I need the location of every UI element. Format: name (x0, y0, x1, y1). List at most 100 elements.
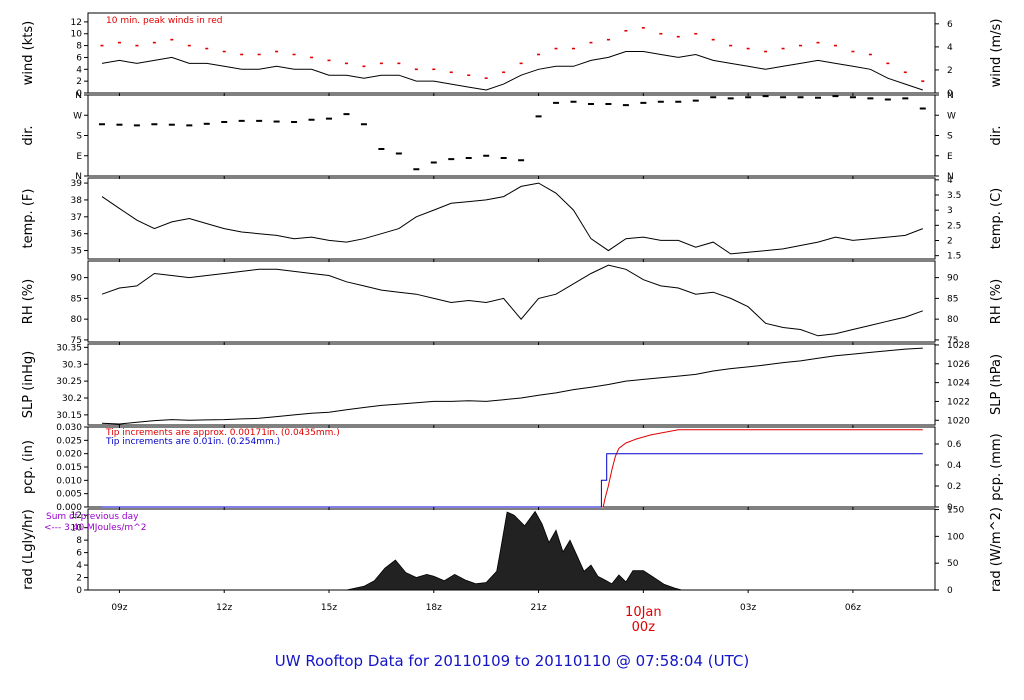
rad-ytick-label: 8 (76, 536, 82, 546)
peak-wind-marker (100, 44, 104, 47)
wind-ytick-label: 8 (76, 42, 82, 52)
peak-wind-marker (502, 71, 506, 74)
dir-point (413, 168, 420, 171)
x-tick-label: 18z (426, 603, 442, 613)
pcp-ytick-right-label: 0.4 (947, 461, 962, 471)
peak-wind-marker (659, 32, 663, 35)
x-tick-label: 15z (321, 603, 337, 613)
wind-ytick-label: 6 (76, 53, 82, 63)
peak-wind-marker (170, 38, 174, 41)
pcp-ytick-label: 0.025 (56, 436, 82, 446)
pcp-series-line (102, 453, 923, 508)
rad-ytick-right-label: 100 (947, 532, 964, 542)
peak-wind-marker (432, 68, 436, 71)
dir-point (151, 123, 158, 126)
dir-point (849, 96, 856, 99)
dir-point (430, 161, 437, 164)
peak-wind-marker (746, 47, 750, 50)
dir-point (186, 124, 193, 127)
dir-frame (87, 94, 936, 177)
peak-wind-marker (275, 50, 279, 53)
dir-point (448, 158, 455, 161)
peak-wind-marker (135, 44, 139, 47)
rh-ytick-label: 75 (71, 336, 82, 346)
wind-ytick-right-label: 4 (947, 43, 953, 53)
peak-wind-marker (886, 62, 890, 65)
dir-point (378, 148, 385, 150)
dir-point (657, 100, 664, 103)
slp-series-line (101, 347, 923, 425)
temp-frame (87, 177, 936, 260)
peak-wind-marker (799, 44, 803, 47)
rh-ytick-right-label: 75 (947, 336, 958, 346)
slp-panel: 30.15 30.2 30.25 30.3 30.35 1020 1022 1024 1026 1… (21, 341, 1004, 428)
peak-wind-marker (833, 44, 837, 47)
peak-wind-marker (903, 71, 907, 74)
rad-ytick-right-label: 0 (947, 586, 953, 596)
rh-ylabel-right: RH (%) (989, 279, 1004, 324)
dir-ytick-label: N (75, 91, 82, 101)
slp-ytick-label: 30.2 (62, 394, 82, 404)
wind-series-line (101, 51, 923, 91)
x-tick-label: 09z (111, 603, 127, 613)
peak-wind-marker (519, 62, 523, 65)
pcp-ytick-right-label: 0.6 (947, 440, 962, 450)
dir-point (605, 103, 612, 105)
rh-frame (87, 260, 936, 343)
rad-ytick-label: 12 (71, 511, 82, 521)
peak-wind-marker (379, 62, 383, 65)
dir-point (273, 120, 280, 123)
slp-ytick-right-label: 1020 (947, 416, 970, 426)
peak-wind-marker (449, 71, 453, 74)
dir-point (116, 123, 123, 126)
x-tick-label: 21z (530, 603, 546, 613)
slp-ytick-label: 30.25 (56, 377, 82, 387)
peak-wind-marker (868, 53, 872, 56)
wind-ytick-right-label: 2 (947, 66, 953, 76)
rh-ytick-right-label: 85 (947, 294, 958, 304)
x-tick-label: 12z (216, 603, 232, 613)
peak-wind-marker (781, 47, 785, 50)
peak-wind-marker (344, 62, 348, 65)
dir-point (203, 122, 210, 125)
peak-wind-marker (362, 65, 366, 68)
dir-point (256, 119, 263, 122)
dir-point (762, 95, 769, 98)
peak-wind-marker (467, 74, 471, 77)
dir-point (535, 115, 542, 118)
dir-ytick-label: W (73, 111, 82, 121)
dir-ytick-label: N (75, 172, 82, 182)
dir-point (919, 107, 926, 110)
rh-panel: 75 80 85 90 75 80 85 90 RH (%) RH (%) (21, 260, 1004, 346)
peak-wind-marker (187, 44, 191, 47)
radiation-area (346, 510, 682, 591)
slp-ytick-right-label: 1022 (947, 397, 970, 407)
peak-wind-marker (205, 47, 209, 50)
slp-ytick-label: 30.15 (56, 411, 82, 421)
peak-wind-marker (851, 50, 855, 53)
dir-ytick-right-label: E (947, 152, 953, 162)
dir-point (221, 121, 228, 123)
peak-wind-marker (624, 29, 628, 32)
dir-point (832, 95, 839, 98)
dir-ytick-label: E (76, 152, 82, 162)
dir-point (675, 100, 682, 103)
peak-wind-marker (764, 50, 768, 53)
rad-ytick-label: 2 (76, 574, 82, 584)
rad-ytick-label: 10 (71, 524, 83, 534)
peak-wind-marker (257, 53, 261, 56)
temp-ylabel-right: temp. (C) (989, 188, 1004, 250)
peak-wind-marker (921, 80, 925, 82)
rad-panel: 0 2 4 6 8 10 12 0 50 100 150 rad (Lgly/hr) rad (W/m^… (21, 506, 1004, 596)
peak-wind-marker (606, 38, 610, 41)
wind-ytick-right-label: 6 (947, 20, 953, 30)
pcp-ytick-label: 0.000 (56, 503, 82, 513)
slp-ylabel: SLP (inHg) (21, 351, 36, 419)
rh-series-line (101, 264, 923, 337)
pcp-series-line (102, 429, 923, 508)
peak-wind-marker (397, 62, 401, 65)
wind-ytick-label: 2 (76, 77, 82, 87)
dir-point (780, 96, 787, 99)
peak-wind-marker (816, 41, 820, 44)
rh-ylabel: RH (%) (21, 279, 36, 324)
